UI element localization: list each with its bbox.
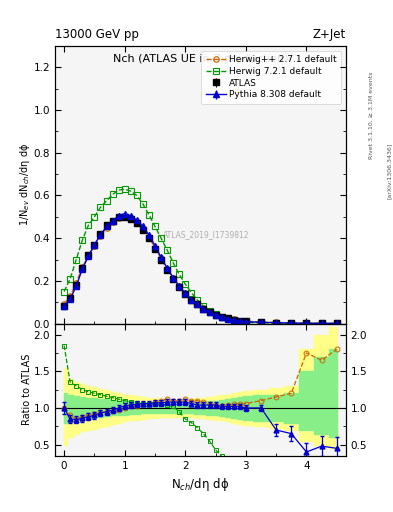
Herwig 7.2.1 default xyxy=(134,193,139,199)
Herwig 7.2.1 default xyxy=(195,297,200,303)
Herwig++ 2.7.1 default xyxy=(147,234,151,240)
Herwig 7.2.1 default xyxy=(189,289,194,295)
Herwig++ 2.7.1 default xyxy=(289,320,294,326)
Herwig 7.2.1 default xyxy=(110,191,115,198)
Herwig++ 2.7.1 default xyxy=(74,280,79,286)
Herwig 7.2.1 default xyxy=(152,223,157,229)
Herwig++ 2.7.1 default xyxy=(141,225,145,231)
Herwig 7.2.1 default xyxy=(98,204,103,210)
Herwig 7.2.1 default xyxy=(86,222,91,228)
Herwig 7.2.1 default xyxy=(129,188,133,194)
Herwig++ 2.7.1 default xyxy=(98,233,103,239)
Herwig 7.2.1 default xyxy=(171,260,176,266)
Text: Nch (ATLAS UE in Z production): Nch (ATLAS UE in Z production) xyxy=(113,54,288,65)
Herwig++ 2.7.1 default xyxy=(129,215,133,221)
Herwig++ 2.7.1 default xyxy=(165,266,169,272)
Herwig 7.2.1 default xyxy=(259,320,263,326)
Herwig 7.2.1 default xyxy=(213,311,218,317)
Herwig 7.2.1 default xyxy=(231,317,236,324)
Herwig 7.2.1 default xyxy=(104,198,109,204)
Text: Rivet 3.1.10, ≥ 3.1M events: Rivet 3.1.10, ≥ 3.1M events xyxy=(369,72,374,159)
Herwig 7.2.1 default xyxy=(177,271,182,278)
Herwig++ 2.7.1 default xyxy=(122,214,127,220)
Text: Z+Jet: Z+Jet xyxy=(312,28,346,40)
Herwig++ 2.7.1 default xyxy=(219,313,224,319)
Herwig 7.2.1 default xyxy=(116,187,121,193)
Herwig 7.2.1 default xyxy=(274,320,279,326)
Legend: Herwig++ 2.7.1 default, Herwig 7.2.1 default, ATLAS, Pythia 8.308 default: Herwig++ 2.7.1 default, Herwig 7.2.1 def… xyxy=(201,51,342,104)
Herwig 7.2.1 default xyxy=(62,288,66,294)
Herwig++ 2.7.1 default xyxy=(195,301,200,307)
Herwig++ 2.7.1 default xyxy=(116,215,121,221)
Herwig++ 2.7.1 default xyxy=(110,219,115,225)
Herwig 7.2.1 default xyxy=(159,235,163,241)
Herwig 7.2.1 default xyxy=(289,321,294,327)
Herwig++ 2.7.1 default xyxy=(104,224,109,230)
Herwig 7.2.1 default xyxy=(74,257,79,263)
Herwig 7.2.1 default xyxy=(165,247,169,253)
Herwig 7.2.1 default xyxy=(141,201,145,207)
Y-axis label: Ratio to ATLAS: Ratio to ATLAS xyxy=(22,354,32,425)
Herwig 7.2.1 default xyxy=(225,316,230,322)
Herwig 7.2.1 default xyxy=(147,211,151,218)
Herwig 7.2.1 default xyxy=(219,314,224,320)
Herwig++ 2.7.1 default xyxy=(237,317,242,324)
Herwig++ 2.7.1 default xyxy=(274,319,279,326)
Line: Herwig 7.2.1 default: Herwig 7.2.1 default xyxy=(61,186,340,326)
Herwig 7.2.1 default xyxy=(80,237,84,243)
Herwig++ 2.7.1 default xyxy=(231,316,236,323)
Herwig++ 2.7.1 default xyxy=(171,274,176,281)
Herwig++ 2.7.1 default xyxy=(159,255,163,262)
Herwig 7.2.1 default xyxy=(237,318,242,325)
Herwig 7.2.1 default xyxy=(183,281,187,287)
Herwig++ 2.7.1 default xyxy=(92,243,97,249)
Herwig++ 2.7.1 default xyxy=(189,296,194,302)
Herwig++ 2.7.1 default xyxy=(68,293,73,299)
Herwig 7.2.1 default xyxy=(201,303,206,309)
Herwig++ 2.7.1 default xyxy=(304,320,309,326)
Herwig 7.2.1 default xyxy=(304,321,309,327)
Herwig 7.2.1 default xyxy=(207,308,212,314)
Herwig 7.2.1 default xyxy=(122,186,127,192)
Text: ATLAS_2019_I1739812: ATLAS_2019_I1739812 xyxy=(163,230,250,239)
Herwig 7.2.1 default xyxy=(68,275,73,282)
Herwig++ 2.7.1 default xyxy=(244,318,248,324)
Herwig++ 2.7.1 default xyxy=(201,305,206,311)
Y-axis label: 1/N$_{ev}$ dN$_{ch}$/dη dϕ: 1/N$_{ev}$ dN$_{ch}$/dη dϕ xyxy=(18,143,32,226)
Herwig++ 2.7.1 default xyxy=(86,253,91,260)
Herwig++ 2.7.1 default xyxy=(134,219,139,225)
Herwig++ 2.7.1 default xyxy=(152,245,157,251)
Herwig++ 2.7.1 default xyxy=(80,264,84,270)
Herwig++ 2.7.1 default xyxy=(62,301,66,307)
Herwig++ 2.7.1 default xyxy=(259,319,263,325)
X-axis label: N$_{ch}$/dη dϕ: N$_{ch}$/dη dϕ xyxy=(171,476,230,493)
Herwig++ 2.7.1 default xyxy=(334,321,339,327)
Herwig++ 2.7.1 default xyxy=(319,320,324,326)
Line: Herwig++ 2.7.1 default: Herwig++ 2.7.1 default xyxy=(61,214,340,326)
Herwig 7.2.1 default xyxy=(319,321,324,327)
Herwig++ 2.7.1 default xyxy=(207,309,212,315)
Herwig++ 2.7.1 default xyxy=(177,283,182,289)
Herwig++ 2.7.1 default xyxy=(183,289,187,295)
Herwig++ 2.7.1 default xyxy=(213,311,218,317)
Herwig++ 2.7.1 default xyxy=(225,315,230,322)
Herwig 7.2.1 default xyxy=(92,214,97,220)
Text: 13000 GeV pp: 13000 GeV pp xyxy=(55,28,139,40)
Herwig 7.2.1 default xyxy=(334,321,339,327)
Herwig 7.2.1 default xyxy=(244,319,248,325)
Text: [arXiv:1306.3436]: [arXiv:1306.3436] xyxy=(387,143,391,199)
